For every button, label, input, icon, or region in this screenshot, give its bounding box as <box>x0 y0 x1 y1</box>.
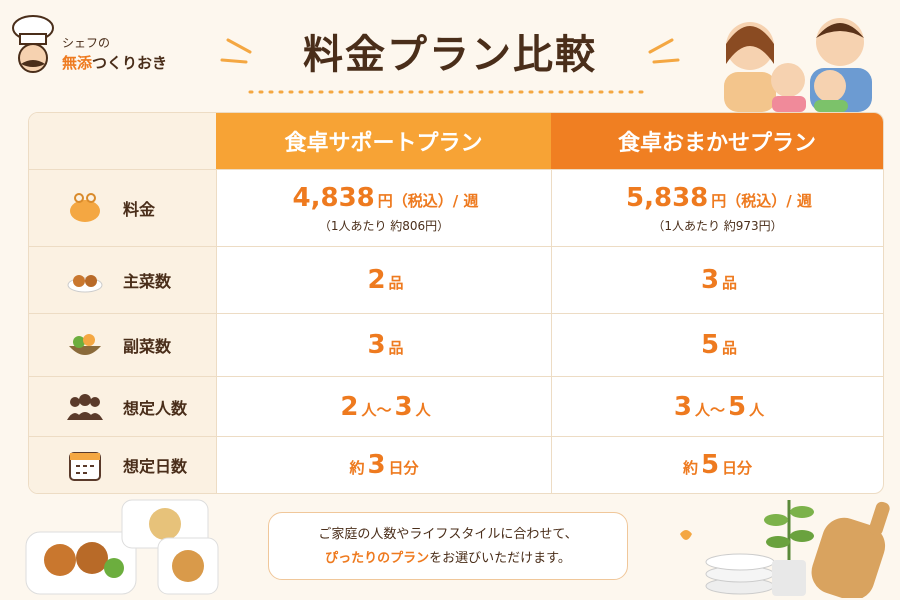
value-number: 3 <box>394 391 413 422</box>
value-line: 5,838 円（税込）/ 週 <box>623 183 812 213</box>
family-illustration <box>724 18 872 112</box>
value-unit: 品 <box>722 339 738 357</box>
row-label: 主菜数 <box>123 272 172 291</box>
value-line: 約 3 日分 <box>349 450 418 480</box>
value-number: 2 <box>340 391 359 422</box>
logo-accent: 無添 <box>62 54 93 72</box>
value-number: 5 <box>700 450 720 480</box>
row-icon <box>69 452 101 481</box>
logo-top: シェフの <box>62 36 111 50</box>
bubble-highlight: ぴったりのプラン <box>325 551 430 566</box>
value-cell: 3 人～ 5 人 <box>551 376 883 436</box>
title-decor <box>220 38 680 94</box>
logo-rest: つくりおき <box>92 54 168 72</box>
row-label-cell: 主菜数 <box>29 246 216 313</box>
value-unit: 円（税込）/ 週 <box>377 191 479 210</box>
value-cell: 4,838 円（税込）/ 週 （1人あたり 約806円） <box>216 169 551 246</box>
value-number: 5 <box>700 330 720 360</box>
value-number: 3 <box>367 330 386 360</box>
value-note: （1人あたり 約973円） <box>652 218 783 233</box>
bubble-rest: をお選びいただけます。 <box>429 551 571 566</box>
value-unit: 人～ <box>361 400 392 419</box>
value-unit: 約 <box>682 459 698 477</box>
kitchen-illustration <box>680 500 890 598</box>
value-cell: 約 3 日分 <box>216 436 551 493</box>
row-icon <box>67 275 103 293</box>
row-label: 想定人数 <box>123 398 188 418</box>
bubble-line2: ぴったりのプランをお選びいただけます。 <box>269 547 627 571</box>
value-number: 3 <box>673 391 692 422</box>
row-label: 想定日数 <box>123 457 188 476</box>
value-number: 4,838 <box>292 182 375 213</box>
value-unit: 品 <box>388 274 404 292</box>
value-number: 5,838 <box>626 182 709 213</box>
row-icon <box>67 393 103 420</box>
value-number: 5 <box>728 391 747 422</box>
row-label-cell: 想定日数 <box>29 436 216 493</box>
value-unit: 日分 <box>388 459 419 477</box>
value-unit: 人 <box>749 400 765 419</box>
value-cell: 5,838 円（税込）/ 週 （1人あたり 約973円） <box>551 169 883 246</box>
row-label: 料金 <box>123 200 156 219</box>
value-line: 3 人～ 5 人 <box>671 392 764 422</box>
value-line: 4,838 円（税込）/ 週 <box>290 183 479 213</box>
column-header: 食卓サポートプラン <box>216 113 551 169</box>
row-label: 副菜数 <box>123 337 172 356</box>
row-label-cell: 副菜数 <box>29 313 216 376</box>
message-bubble: ご家庭の人数やライフスタイルに合わせて、 ぴったりのプランをお選びいただけます。 <box>268 512 628 580</box>
row-icon <box>69 334 101 355</box>
value-cell: 2 人～ 3 人 <box>216 376 551 436</box>
comparison-table: 食卓サポートプラン 食卓おまかせプラン 料金 4,838 円（税込）/ 週（1人あたり … <box>28 112 884 494</box>
header-corner <box>29 113 216 169</box>
value-number: 3 <box>367 450 386 480</box>
value-line: 2 人～ 3 人 <box>337 392 430 422</box>
value-unit: 品 <box>388 339 404 357</box>
value-note: （1人あたり 約806円） <box>318 218 450 233</box>
row-label-cell: 想定人数 <box>29 376 216 436</box>
value-number: 2 <box>367 265 386 295</box>
bubble-line1: ご家庭の人数やライフスタイルに合わせて、 <box>318 527 578 542</box>
column-header: 食卓おまかせプラン <box>551 113 883 169</box>
row-label-cell: 料金 <box>29 169 216 246</box>
value-unit: 約 <box>349 459 365 477</box>
chef-icon <box>12 15 54 73</box>
value-unit: 人 <box>415 400 431 419</box>
value-unit: 品 <box>722 274 738 292</box>
value-unit: 人～ <box>694 400 725 419</box>
food-illustration <box>25 499 219 595</box>
value-line: 約 5 日分 <box>683 450 752 480</box>
row-icon <box>70 193 100 222</box>
value-cell: 約 5 日分 <box>551 436 883 493</box>
value-number: 3 <box>700 265 720 295</box>
title: 料金プラン比較 <box>303 32 597 78</box>
value-unit: 日分 <box>722 459 753 477</box>
logo-name: 無添つくりおき <box>62 52 167 73</box>
value-unit: 円（税込）/ 週 <box>711 191 812 210</box>
